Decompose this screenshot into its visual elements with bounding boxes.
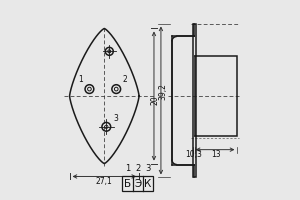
Text: Б: Б (124, 179, 131, 189)
Text: 1: 1 (125, 164, 130, 173)
Bar (122, 176, 153, 191)
Text: 13: 13 (211, 150, 221, 159)
Text: 3: 3 (113, 114, 118, 123)
Text: 2: 2 (135, 164, 140, 173)
Text: 20: 20 (151, 96, 160, 105)
Text: 10,3: 10,3 (185, 150, 202, 159)
Text: 1: 1 (78, 75, 82, 84)
Bar (195, 56, 237, 136)
Text: 3: 3 (145, 164, 151, 173)
Text: 39,2: 39,2 (158, 84, 167, 100)
Text: К: К (144, 179, 152, 189)
Bar (193, 24, 196, 177)
Text: Э: Э (134, 179, 141, 189)
Text: 27,1: 27,1 (96, 177, 113, 186)
Text: 2: 2 (122, 75, 127, 84)
